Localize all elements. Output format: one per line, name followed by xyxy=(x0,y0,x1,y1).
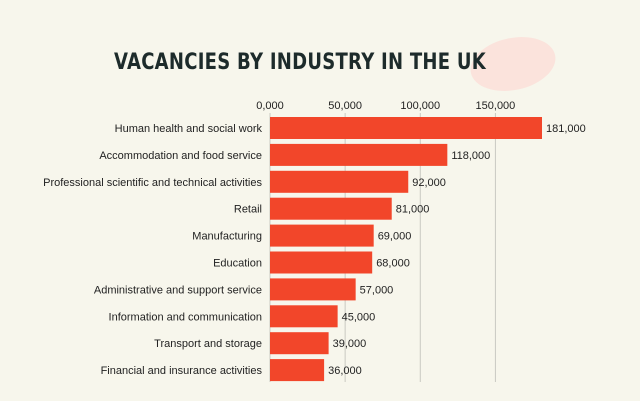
value-label: 39,000 xyxy=(333,338,367,350)
value-label: 36,000 xyxy=(328,365,362,377)
category-label: Transport and storage xyxy=(154,338,262,350)
bar xyxy=(270,197,392,220)
bar xyxy=(270,224,374,247)
bar xyxy=(270,332,329,355)
value-label: 118,000 xyxy=(451,150,490,162)
x-tick-label: 150,000 xyxy=(476,100,516,112)
bar xyxy=(270,117,542,139)
bar xyxy=(270,143,448,166)
value-label: 69,000 xyxy=(378,231,412,243)
category-label: Information and communication xyxy=(109,311,262,323)
value-label: 181,000 xyxy=(546,123,586,135)
value-label: 92,000 xyxy=(412,177,446,189)
category-label: Retail xyxy=(234,204,262,216)
bar xyxy=(270,305,338,328)
category-label: Professional scientific and technical ac… xyxy=(43,177,262,189)
category-label: Education xyxy=(213,258,262,270)
bar xyxy=(270,278,356,301)
category-label: Manufacturing xyxy=(192,231,262,243)
x-tick-label: 50,000 xyxy=(328,100,362,112)
chart-title: VACANCIES BY INDUSTRY IN THE UK xyxy=(114,50,486,75)
bar xyxy=(270,170,409,193)
bar xyxy=(270,251,373,274)
value-label: 57,000 xyxy=(360,284,394,296)
x-tick-label: 0,000 xyxy=(256,100,284,112)
value-label: 45,000 xyxy=(342,311,376,323)
x-tick-label: 100,000 xyxy=(400,100,440,112)
value-label: 68,000 xyxy=(376,258,410,270)
bar xyxy=(270,359,325,382)
value-label: 81,000 xyxy=(396,204,430,216)
category-label: Human health and social work xyxy=(115,123,263,135)
category-label: Administrative and support service xyxy=(94,284,262,296)
category-label: Accommodation and food service xyxy=(99,150,262,162)
category-label: Financial and insurance activities xyxy=(101,365,263,377)
